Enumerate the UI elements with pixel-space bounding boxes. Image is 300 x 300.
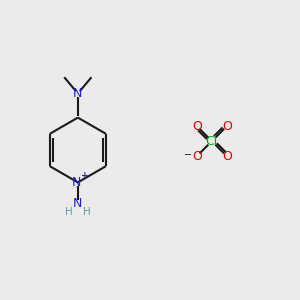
Text: H: H (83, 207, 91, 217)
Text: O: O (222, 120, 232, 133)
Text: N: N (73, 197, 83, 210)
Text: Cl: Cl (206, 135, 218, 148)
Text: H: H (64, 207, 72, 217)
Text: O: O (192, 120, 202, 133)
Text: N: N (72, 176, 81, 189)
Text: −: − (184, 150, 192, 160)
Text: O: O (192, 150, 202, 163)
Text: +: + (80, 171, 88, 180)
Text: O: O (222, 150, 232, 163)
Text: N: N (73, 87, 83, 100)
